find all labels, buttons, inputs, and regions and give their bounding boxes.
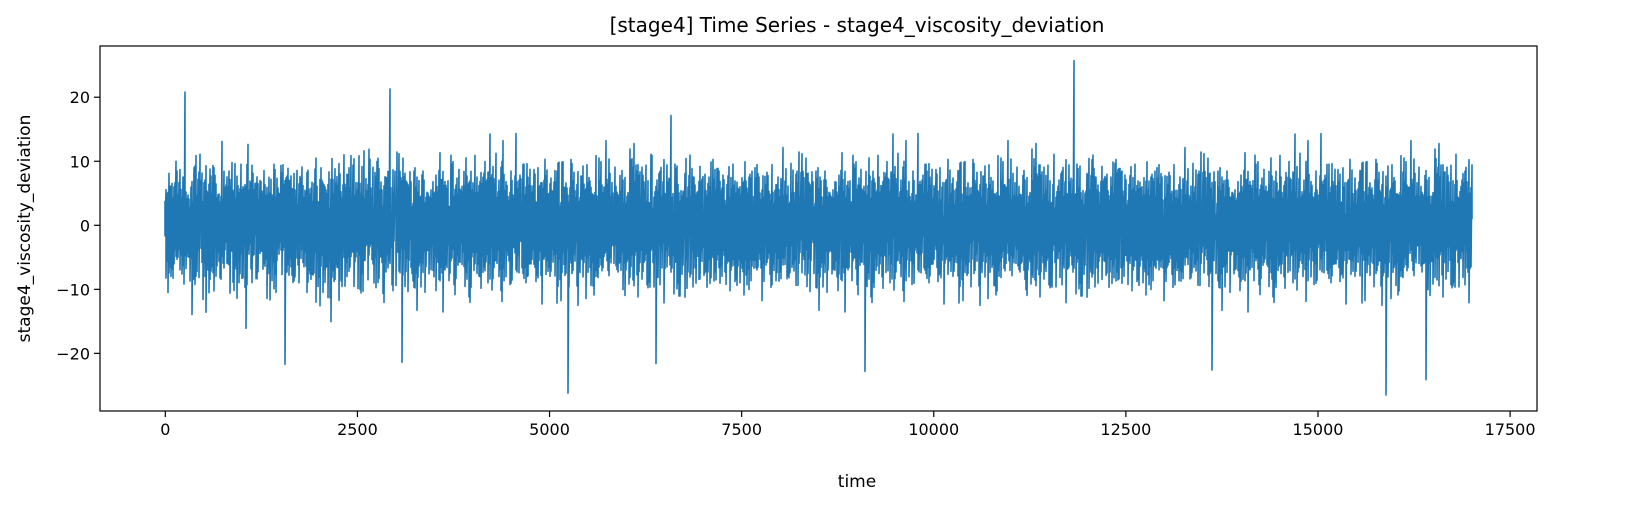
- x-axis-label: time: [838, 472, 876, 492]
- y-tick-label: 0: [80, 216, 90, 235]
- y-tick-label: 20: [70, 88, 90, 107]
- plot-area-frame: [99, 45, 1538, 412]
- x-tick-label: 7500: [721, 420, 762, 439]
- x-tick-label: 0: [160, 420, 170, 439]
- x-tick-label: 5000: [529, 420, 570, 439]
- x-tick-label: 15000: [1293, 420, 1344, 439]
- ticks-layer: 0 2500 5000 7500 10000 12500 15000 17500 −20 −10 0…: [56, 88, 1535, 439]
- y-tick-label: −10: [56, 280, 90, 299]
- y-axis-label: stage4_viscosity_deviation: [15, 115, 35, 343]
- series-line: [164, 59, 1473, 396]
- series-layer: [164, 59, 1473, 396]
- y-tick-label: 10: [70, 152, 90, 171]
- x-tick-label: 10000: [908, 420, 959, 439]
- chart-title: [stage4] Time Series - stage4_viscosity_…: [610, 13, 1105, 37]
- x-tick-label: 12500: [1100, 420, 1151, 439]
- x-tick-label: 17500: [1485, 420, 1536, 439]
- x-tick-label: 2500: [337, 420, 378, 439]
- y-tick-label: −20: [56, 344, 90, 363]
